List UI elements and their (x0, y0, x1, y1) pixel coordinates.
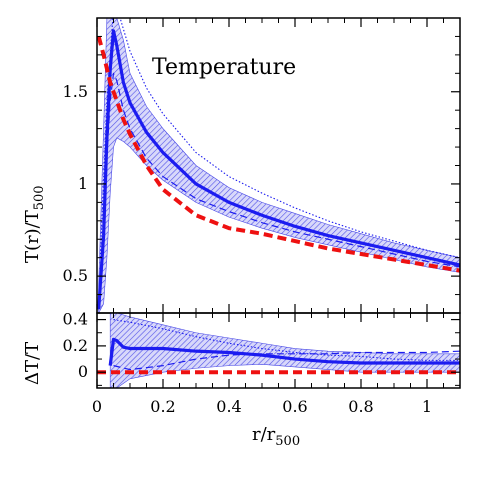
top-ytick-label-2: 1.5 (63, 82, 88, 101)
x-tick-labels: 0 0.2 0.4 0.6 0.8 1 (92, 397, 432, 416)
top-series-upper-bound (99, 18, 460, 259)
bottom-series-mean (108, 337, 460, 366)
top-series-mean (97, 29, 460, 310)
xtick-label-2: 0.4 (216, 397, 241, 416)
residual-band (109, 313, 460, 388)
xtick-label-5: 1 (422, 397, 432, 416)
bottom-band-area (109, 313, 460, 388)
bottom-ytick-label-1: 0.2 (63, 336, 88, 355)
bottom-y-axis-label: ΔT/T (22, 342, 43, 385)
x-axis-label-sub: 500 (275, 434, 300, 449)
xtick-label-0: 0 (92, 397, 102, 416)
bottom-axis-ticks (96, 313, 461, 388)
top-y-axis-label-main: T(r)/T (22, 210, 43, 263)
bottom-y-tick-labels: 0 0.2 0.4 (63, 310, 88, 382)
top-y-axis-label: T(r)/T500 (22, 185, 47, 263)
x-axis-label-main: r/r (252, 424, 276, 445)
residual-lines (97, 319, 460, 375)
xtick-label-1: 0.2 (150, 397, 175, 416)
temperature-panel: 0.5 1 1.5 Temperature T(r)/T500 (22, 17, 461, 314)
xtick-label-4: 0.8 (348, 397, 373, 416)
bottom-ytick-label-2: 0.4 (63, 310, 88, 329)
bottom-ytick-label-0: 0 (78, 362, 88, 381)
top-axis-ticks (96, 17, 461, 314)
top-series-reference (97, 35, 460, 273)
top-y-tick-labels: 0.5 1 1.5 (63, 82, 88, 285)
top-y-axis-label-sub: 500 (32, 185, 47, 210)
scatter-band (98, 18, 460, 313)
top-ytick-label-1: 1 (78, 174, 88, 193)
bottom-series-dashed (113, 350, 460, 371)
panel-annotation: Temperature (152, 55, 296, 80)
xtick-label-3: 0.6 (282, 397, 307, 416)
residual-panel: 0 0.2 0.4 0 0.2 0.4 0.6 0.8 1 ΔT/T r/r500 (22, 310, 461, 449)
top-band-area (98, 18, 460, 313)
x-axis-label: r/r500 (252, 424, 300, 449)
top-ytick-label-0: 0.5 (63, 266, 88, 285)
top-series-median (98, 72, 460, 310)
profile-lines (97, 18, 460, 310)
